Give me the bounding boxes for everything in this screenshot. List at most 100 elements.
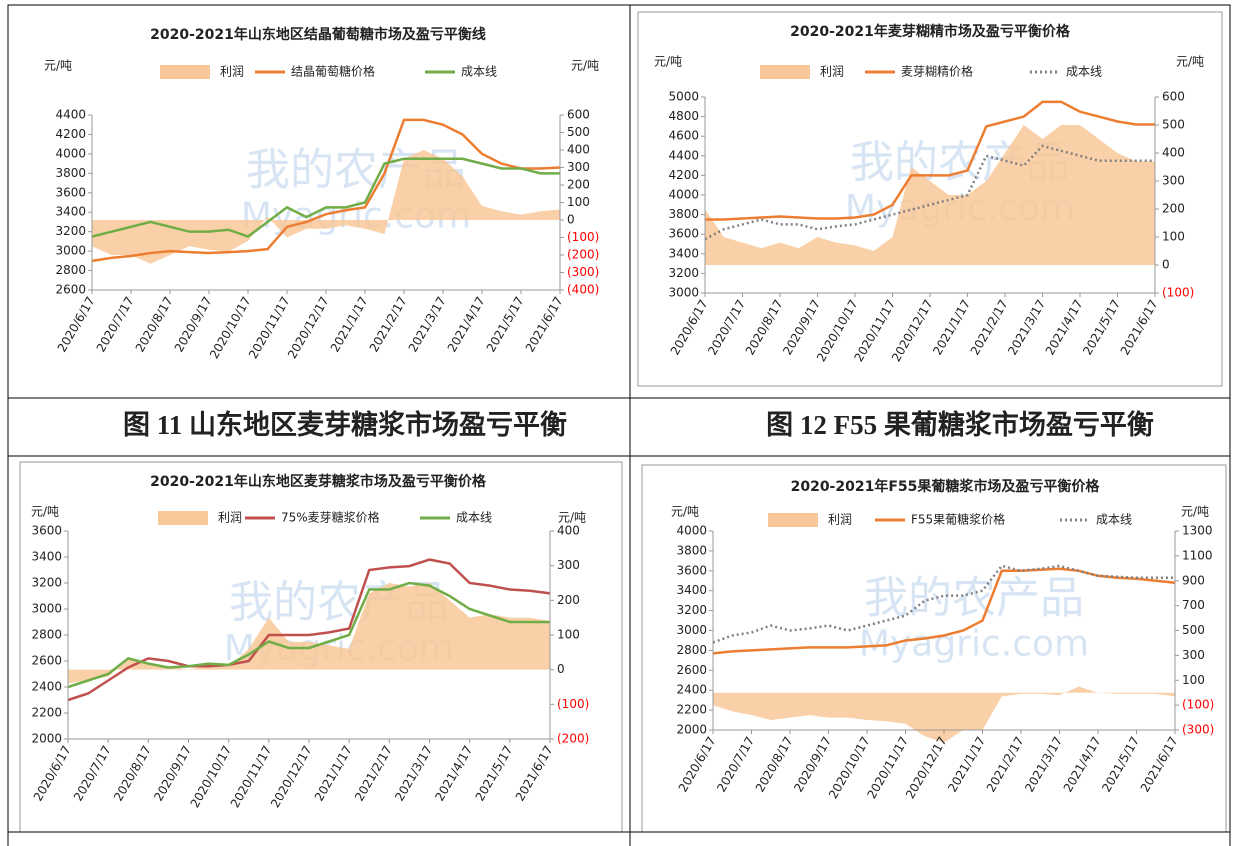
y2-axis-label: 元/吨	[1176, 55, 1204, 69]
y2-tick-label: 700	[1182, 598, 1205, 612]
x-tick-label: 2020/6/17	[676, 734, 719, 794]
x-tick-label: 2020/7/17	[71, 743, 114, 803]
legend-swatch	[760, 65, 810, 79]
legend-label: 麦芽糊精价格	[901, 64, 973, 79]
y2-tick-label: 300	[1182, 648, 1205, 662]
x-tick-label: 2020/6/17	[668, 297, 711, 357]
y2-tick-label: 500	[567, 125, 590, 139]
y-tick-label: 4200	[55, 127, 86, 141]
y2-tick-label: 0	[1162, 258, 1170, 272]
legend-label: 成本线	[1096, 513, 1132, 527]
x-tick-label: 2021/6/17	[523, 294, 566, 354]
caption-row	[7, 397, 1231, 457]
y-axis-label: 元/吨	[654, 55, 682, 69]
x-tick-label: 2021/3/17	[392, 743, 435, 803]
y-tick-label: 4000	[55, 146, 86, 160]
y2-tick-label: 500	[1182, 623, 1205, 637]
caption: 图 12 F55 果葡糖浆市场盈亏平衡	[766, 409, 1154, 440]
x-tick-label: 2021/1/17	[328, 294, 371, 354]
y-tick-label: 3600	[31, 524, 62, 538]
y2-tick-label: 400	[557, 524, 580, 538]
y-tick-label: 3200	[676, 603, 707, 617]
series-line	[91, 118, 561, 263]
legend-label: 75%麦芽糖浆价格	[281, 510, 380, 525]
y-tick-label: 2200	[676, 703, 707, 717]
y2-tick-label: 400	[567, 143, 590, 157]
legend-label: 成本线	[456, 511, 492, 525]
y2-tick-label: 300	[1162, 174, 1185, 188]
y-tick-label: 3800	[55, 166, 86, 180]
y-tick-label: 4800	[668, 109, 699, 123]
chart-title: 2020-2021年山东地区结晶葡萄糖市场及盈亏平衡线	[150, 26, 486, 43]
legend-label: 利润	[218, 511, 242, 525]
x-tick-label: 2021/5/17	[484, 294, 527, 354]
y-tick-label: 3000	[676, 623, 707, 637]
y-tick-label: 3400	[668, 246, 699, 260]
x-tick-label: 2020/11/17	[228, 743, 275, 810]
y2-axis-label: 元/吨	[1181, 505, 1209, 519]
y2-axis-label: 元/吨	[571, 59, 599, 73]
x-tick-label: 2021/4/17	[432, 743, 475, 803]
x-tick-label: 2020/8/17	[753, 734, 796, 794]
series-line	[67, 581, 550, 689]
chart-title: 2020-2021年山东地区麦芽糖浆市场及盈亏平衡价格	[150, 473, 487, 490]
y-tick-label: 4200	[668, 168, 699, 182]
x-tick-label: 2021/2/17	[968, 297, 1011, 357]
x-tick-label: 2021/6/17	[513, 743, 556, 803]
legend-label: 成本线	[461, 65, 497, 79]
legend-label: 利润	[828, 513, 852, 527]
y2-tick-label: (200)	[567, 248, 599, 262]
y2-tick-label: 300	[567, 160, 590, 174]
watermark: 我的农产品	[864, 573, 1084, 624]
legend-swatch	[160, 65, 210, 79]
x-tick-label: 2021/1/17	[945, 734, 988, 794]
y-axis-label: 元/吨	[671, 505, 699, 519]
y2-tick-label: (100)	[557, 697, 589, 711]
y-tick-label: 2600	[676, 663, 707, 677]
legend-swatch	[768, 513, 818, 527]
x-tick-label: 2020/9/17	[151, 743, 194, 803]
legend-label: 利润	[220, 65, 244, 79]
y-tick-label: 2000	[676, 723, 707, 737]
y-tick-label: 3800	[668, 207, 699, 221]
x-tick-label: 2021/2/17	[352, 743, 395, 803]
watermark: Myagric.com	[859, 624, 1089, 665]
y2-tick-label: (100)	[567, 230, 599, 244]
y-tick-label: 3000	[55, 244, 86, 258]
y-tick-label: 5000	[668, 90, 699, 104]
series-line	[67, 558, 551, 702]
y-tick-label: 2400	[676, 683, 707, 697]
chart-title: 2020-2021年麦芽糊精市场及盈亏平衡价格	[790, 23, 1071, 40]
y-axis-label: 元/吨	[44, 59, 72, 73]
y2-tick-label: 200	[1162, 202, 1185, 216]
y2-tick-label: 200	[567, 178, 590, 192]
x-tick-label: 2021/5/17	[473, 743, 516, 803]
y-tick-label: 3000	[31, 602, 62, 616]
y-tick-label: 4600	[668, 129, 699, 143]
y2-tick-label: 100	[1182, 673, 1205, 687]
caption: 图 11 山东地区麦芽糖浆市场盈亏平衡	[123, 409, 567, 440]
y-tick-label: 3400	[31, 550, 62, 564]
x-tick-label: 2020/8/17	[111, 743, 154, 803]
y2-tick-label: 1300	[1182, 524, 1213, 538]
y-tick-label: 4000	[668, 188, 699, 202]
y2-tick-label: 0	[557, 662, 565, 676]
y-tick-label: 2600	[55, 283, 86, 297]
y-axis-label: 元/吨	[31, 505, 59, 519]
y2-tick-label: 300	[557, 558, 580, 572]
chart-frame	[637, 11, 1223, 387]
y-tick-label: 3200	[668, 266, 699, 280]
y2-tick-label: (400)	[567, 283, 599, 297]
y-tick-label: 2600	[31, 654, 62, 668]
x-tick-label: 2021/3/17	[1005, 297, 1048, 357]
x-tick-label: 2020/12/17	[285, 294, 332, 361]
y-tick-label: 3200	[55, 224, 86, 238]
legend-label: F55果葡糖浆价格	[911, 512, 1005, 527]
y-tick-label: 2400	[31, 680, 62, 694]
profit-area	[713, 686, 1175, 743]
x-tick-label: 2020/6/17	[31, 743, 74, 803]
y2-tick-label: (200)	[557, 732, 589, 746]
y2-tick-label: (100)	[1182, 698, 1214, 712]
y2-tick-label: 1100	[1182, 548, 1213, 562]
